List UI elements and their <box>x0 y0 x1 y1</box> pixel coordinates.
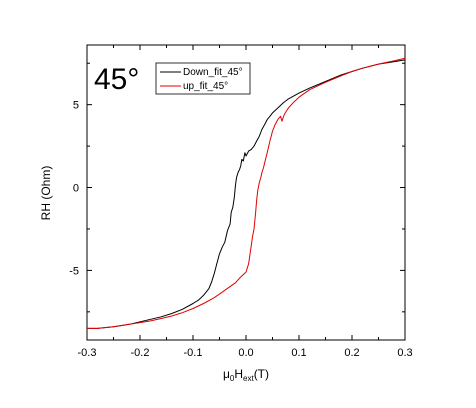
series-line-down-fit <box>87 59 406 329</box>
x-tick-label: 0.2 <box>344 347 359 359</box>
y-tick-label: 0 <box>73 183 79 195</box>
legend-label-down: Down_fit_45° <box>183 67 243 78</box>
y-axis-ticks: -5 0 5 <box>69 62 405 313</box>
x-axis-title: μ0Hext(T) <box>223 367 269 383</box>
y-tick-label: 5 <box>73 100 79 112</box>
x-tick-label: 0.3 <box>397 347 412 359</box>
x-axis-title-sub0: 0 <box>230 374 235 383</box>
y-axis-title: RH (Ohm) <box>39 166 53 221</box>
x-tick-label: 0.1 <box>291 347 306 359</box>
x-tick-label: -0.3 <box>78 347 97 359</box>
x-axis-title-mu: μ <box>223 367 230 381</box>
legend: Down_fit_45° up_fit_45° <box>155 62 251 95</box>
x-axis-title-h: H <box>234 367 243 381</box>
x-tick-label: 0.0 <box>238 347 253 359</box>
x-tick-label: -0.2 <box>131 347 150 359</box>
legend-box <box>155 62 251 95</box>
x-axis-title-subext: ext <box>243 374 254 383</box>
x-tick-label: -0.1 <box>184 347 203 359</box>
x-axis-ticks: -0.3 -0.2 -0.1 0.0 0.1 0.2 0.3 <box>78 45 413 359</box>
angle-annotation: 45° <box>94 63 139 96</box>
series-layer <box>87 57 406 329</box>
y-tick-label: -5 <box>69 265 79 277</box>
x-axis-title-unit: (T) <box>254 367 269 381</box>
series-line-up-fit <box>87 57 406 329</box>
legend-label-up: up_fit_45° <box>183 81 228 92</box>
